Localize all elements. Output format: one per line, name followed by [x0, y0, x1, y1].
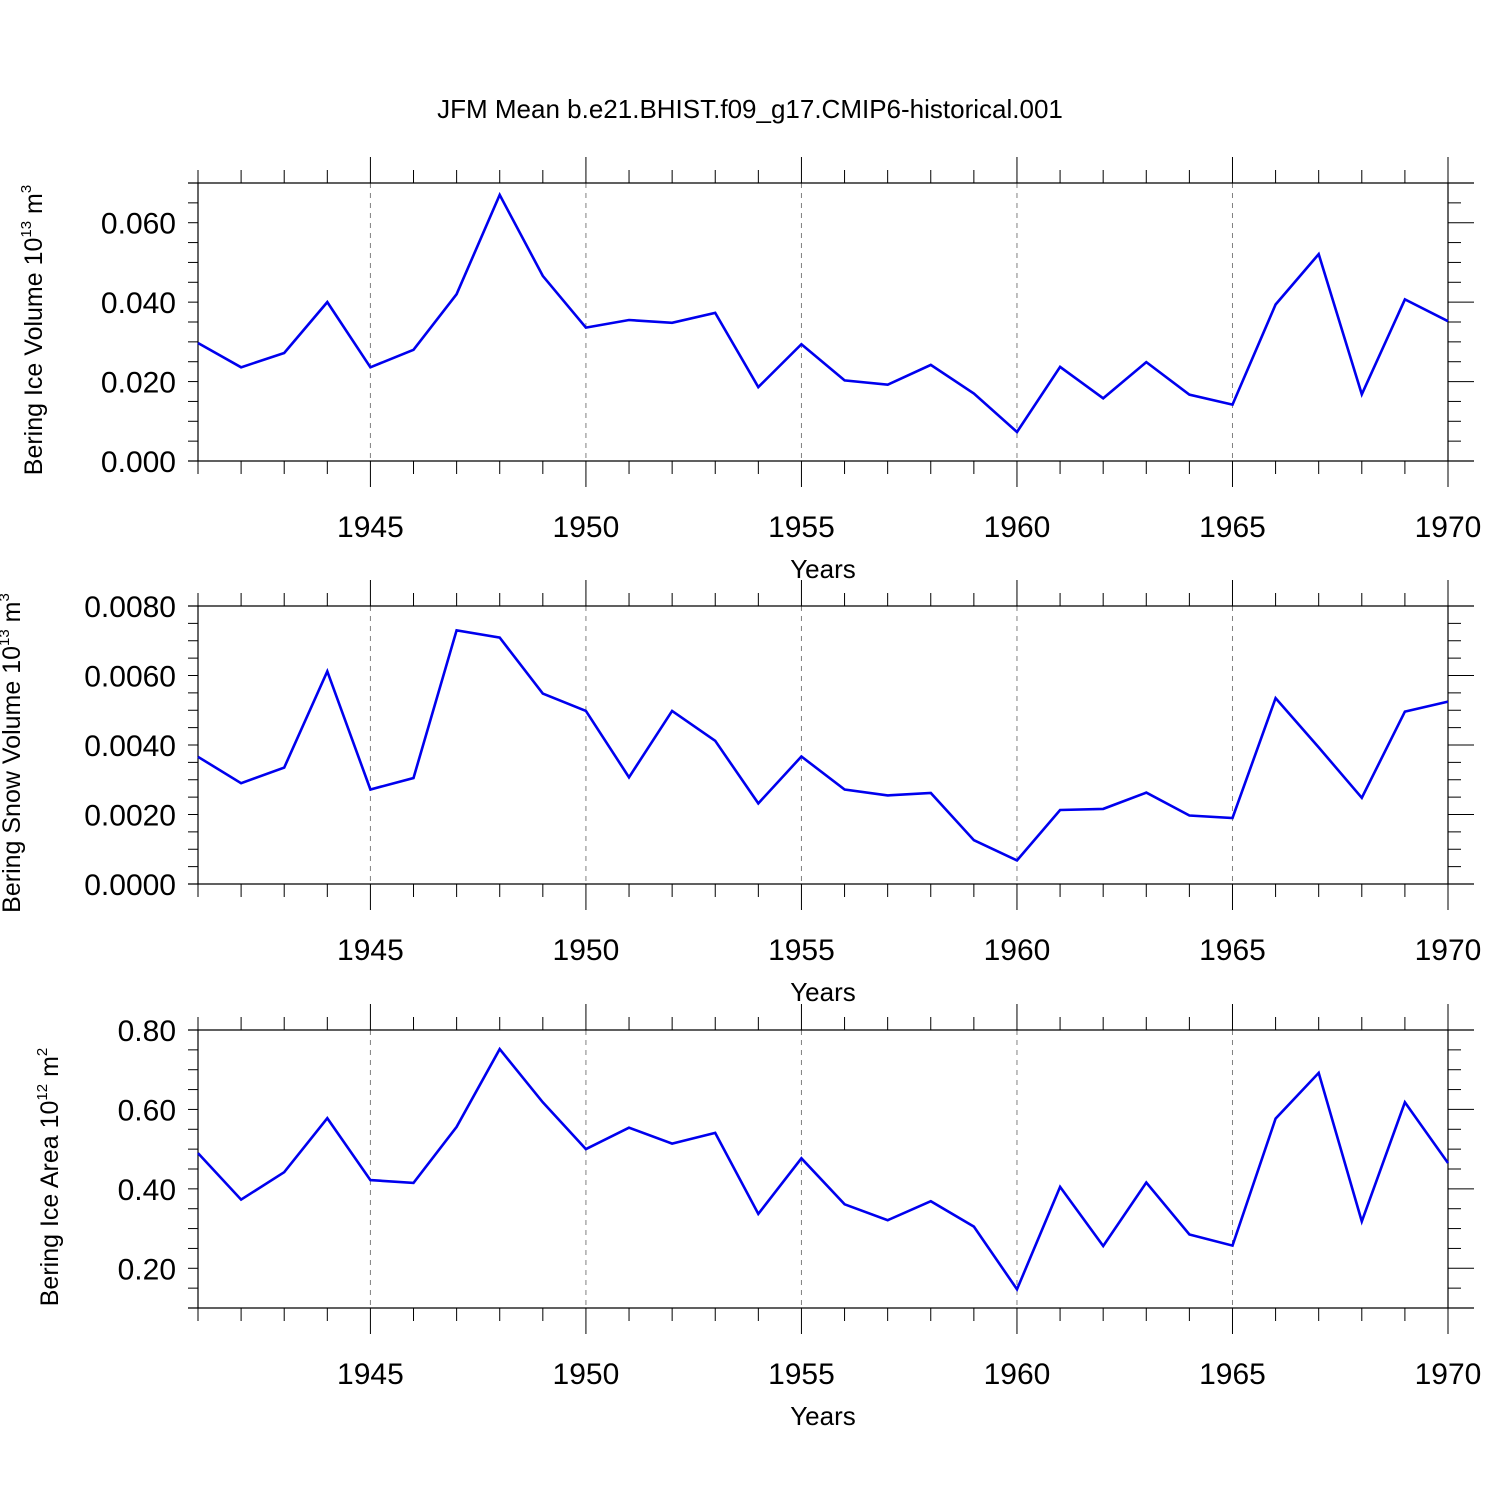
x-tick-label: 1945 — [337, 934, 404, 967]
x-tick-label: 1965 — [1199, 1358, 1266, 1391]
y-tick-label: 0.60 — [118, 1094, 176, 1127]
y-axis-label-exponent: 12 — [34, 1084, 51, 1101]
x-axis-label: Years — [790, 554, 856, 584]
x-axis-label: Years — [790, 1401, 856, 1431]
x-axis-label: Years — [790, 977, 856, 1007]
x-tick-label: 1955 — [768, 1358, 835, 1391]
panels: 1945 1950 1955 1960 1965 1970 0.000 0.020 0.040 0… — [0, 157, 1481, 1431]
y-tick-label: 0.0060 — [84, 661, 176, 694]
x-tick-label: 1960 — [984, 511, 1051, 544]
x-tick-label: 1950 — [553, 934, 620, 967]
x-tick-label: 1950 — [553, 511, 620, 544]
y-axis-label: Bering Ice Area 1012 m2 — [34, 1048, 64, 1307]
y-tick-label: 0.80 — [118, 1015, 176, 1048]
y-tick-label: 0.0080 — [84, 591, 176, 624]
series-line — [197, 628, 1449, 862]
y-axis-label-text: Bering Snow Volume 10 — [0, 646, 26, 913]
x-tick-label: 1950 — [553, 1358, 620, 1391]
y-tick-label: 0.000 — [101, 446, 176, 479]
y-axis-label-text: Bering Ice Volume 10 — [20, 238, 48, 476]
chart-panel-2: 1945 1950 1955 1960 1965 1970 0.0000 0.0020 0.00… — [0, 580, 1481, 1007]
y-axis-label-unit: m — [0, 602, 26, 630]
x-tick-label: 1955 — [768, 934, 835, 967]
y-tick-label: 0.0040 — [84, 730, 176, 763]
y-tick-label: 0.0020 — [84, 800, 176, 833]
y-axis-label-text: Bering Ice Area 10 — [36, 1101, 64, 1307]
y-axis-label-unit-exponent: 3 — [18, 185, 35, 193]
chart-panel-3: 1945 1950 1955 1960 1965 1970 0.20 0.40 0.60 0.80… — [34, 1004, 1481, 1431]
y-axis-label-unit: m — [36, 1056, 64, 1084]
x-tick-label: 1965 — [1199, 511, 1266, 544]
y-tick-label: 0.40 — [118, 1174, 176, 1207]
y-axis-label-unit-exponent: 2 — [34, 1048, 51, 1056]
x-tick-label: 1960 — [984, 934, 1051, 967]
x-tick-label: 1970 — [1415, 1358, 1482, 1391]
y-axis-label: Bering Snow Volume 1013 m3 — [0, 593, 26, 913]
x-tick-label: 1955 — [768, 511, 835, 544]
y-axis-label-unit: m — [20, 193, 48, 221]
x-tick-label: 1970 — [1415, 511, 1482, 544]
y-tick-label: 0.0000 — [84, 869, 176, 902]
x-tick-label: 1970 — [1415, 934, 1482, 967]
series-line — [197, 1046, 1450, 1292]
y-tick-label: 0.060 — [101, 208, 176, 241]
x-tick-label: 1945 — [337, 1358, 404, 1391]
y-tick-label: 0.040 — [101, 287, 176, 320]
y-axis-label-unit-exponent: 3 — [0, 593, 13, 601]
y-axis-label-exponent: 13 — [18, 221, 35, 238]
x-tick-label: 1945 — [337, 511, 404, 544]
x-tick-label: 1960 — [984, 1358, 1051, 1391]
y-tick-label: 0.20 — [118, 1253, 176, 1286]
chart-panel-1: 1945 1950 1955 1960 1965 1970 0.000 0.020 0.040 0… — [18, 157, 1481, 584]
series-line — [197, 191, 1449, 434]
y-axis-label: Bering Ice Volume 1013 m3 — [18, 185, 48, 475]
figure-title: JFM Mean b.e21.BHIST.f09_g17.CMIP6-histo… — [437, 94, 1063, 124]
y-tick-label: 0.020 — [101, 367, 176, 400]
x-tick-label: 1965 — [1199, 934, 1266, 967]
y-axis-label-exponent: 13 — [0, 629, 13, 646]
